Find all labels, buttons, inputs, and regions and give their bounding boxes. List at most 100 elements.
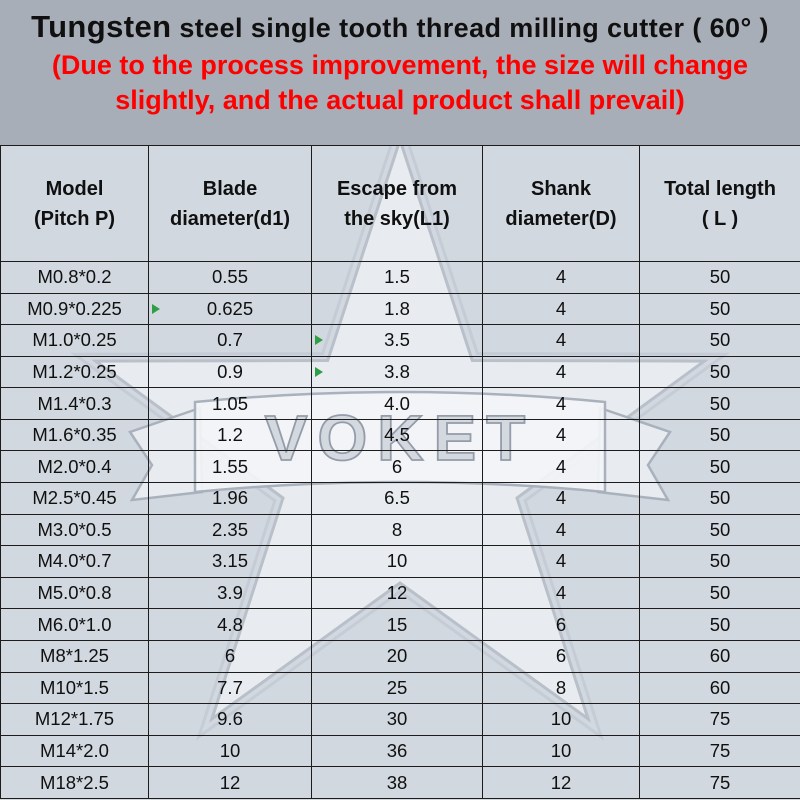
table-cell: 1.2	[148, 418, 312, 452]
table-cell: M3.0*0.5	[0, 513, 149, 547]
table-cell: 50	[639, 482, 800, 515]
title-rest: steel single tooth thread milling cutter…	[179, 13, 769, 43]
table-cell: 4	[482, 545, 640, 578]
table-row: M1.4*0.3 1.05 4.0 4 50	[0, 387, 800, 420]
table-cell: 4	[482, 482, 640, 515]
table-cell: 4	[482, 292, 640, 326]
table-cell: M4.0*0.7	[0, 545, 149, 578]
table-cell: 50	[639, 513, 800, 547]
table-cell: 60	[639, 671, 800, 705]
table-cell: 1.5	[311, 261, 483, 294]
table-row: M18*2.5 12 38 12 75	[0, 766, 800, 799]
column-header-line: Escape from	[336, 177, 458, 200]
table-cell: 75	[639, 734, 800, 768]
table-cell: M1.4*0.3	[0, 387, 149, 420]
table-cell: 6	[482, 639, 640, 673]
table-cell: 12	[148, 766, 312, 799]
table-cell: 4	[482, 324, 640, 357]
table-row: M1.2*0.25 0.9 3.8 4 50	[0, 355, 800, 389]
table-cell: 75	[639, 703, 800, 736]
table-cell: 60	[639, 639, 800, 673]
table-cell: 50	[639, 261, 800, 294]
table-cell: 50	[639, 450, 800, 484]
table-cell: 36	[311, 734, 483, 768]
table-cell: 10	[311, 545, 483, 578]
table-cell: 4.5	[311, 418, 483, 452]
table-row: M14*2.0 10 36 10 75	[0, 734, 800, 768]
table-cell: M2.5*0.45	[0, 482, 149, 515]
disclaimer-line-1: (Due to the process improvement, the siz…	[51, 50, 749, 80]
table-cell: 1.96	[148, 482, 312, 515]
table-row: M3.0*0.5 2.35 8 4 50	[0, 513, 800, 547]
table-cell: 10	[482, 703, 640, 736]
table-row: M4.0*0.7 3.15 10 4 50	[0, 545, 800, 578]
table-cell: M1.2*0.25	[0, 355, 149, 389]
table-row: M2.5*0.45 1.96 6.5 4 50	[0, 482, 800, 515]
column-header-line: Model	[45, 177, 104, 200]
table-cell: 50	[639, 608, 800, 641]
table-cell: 1.05	[148, 387, 312, 420]
disclaimer-text: (Due to the process improvement, the siz…	[0, 48, 800, 118]
table-cell: 50	[639, 576, 800, 610]
table-cell: M0.8*0.2	[0, 261, 149, 294]
table-row: M1.0*0.25 0.7 3.5 4 50	[0, 324, 800, 357]
column-header-line: the sky(L1)	[344, 207, 450, 230]
table-cell: 12	[311, 576, 483, 610]
table-cell: 4.0	[311, 387, 483, 420]
column-header-line: diameter(D)	[505, 207, 617, 230]
column-header-blade-diameter: Blade diameter(d1)	[148, 145, 312, 262]
table-cell: 6	[311, 450, 483, 484]
table-cell: 4	[482, 513, 640, 547]
table-cell: 30	[311, 703, 483, 736]
table-cell: 50	[639, 545, 800, 578]
table-cell: 38	[311, 766, 483, 799]
table-row: M10*1.5 7.7 25 8 60	[0, 671, 800, 705]
table-cell: 4	[482, 450, 640, 484]
table-row: M1.6*0.35 1.2 4.5 4 50	[0, 418, 800, 452]
table-cell: M0.9*0.225	[0, 292, 149, 326]
table-cell: 50	[639, 355, 800, 389]
column-header-model: Model (Pitch P)	[0, 145, 149, 262]
table-cell: M18*2.5	[0, 766, 149, 799]
spec-table: Model (Pitch P) Blade diameter(d1) Escap…	[0, 145, 800, 799]
table-cell: 8	[482, 671, 640, 705]
column-header-line: diameter(d1)	[169, 207, 291, 230]
table-cell: M1.0*0.25	[0, 324, 149, 357]
column-header-line: Total length	[664, 177, 776, 200]
table-row: M6.0*1.0 4.8 15 6 50	[0, 608, 800, 641]
table-cell: 75	[639, 766, 800, 799]
table-row: M5.0*0.8 3.9 12 4 50	[0, 576, 800, 610]
table-cell: 10	[482, 734, 640, 768]
title-brand-word: Tungsten	[31, 9, 172, 44]
table-cell: 3.15	[148, 545, 312, 578]
table-cell: 4	[482, 418, 640, 452]
table-cell: 4	[482, 576, 640, 610]
table-row: M0.9*0.225 0.625 1.8 4 50	[0, 292, 800, 326]
table-cell-green-marker: 0.625	[148, 292, 312, 326]
column-header-line: (Pitch P)	[33, 207, 116, 230]
table-cell: M2.0*0.4	[0, 450, 149, 484]
table-row: M12*1.75 9.6 30 10 75	[0, 703, 800, 736]
table-cell: 25	[311, 671, 483, 705]
table-cell: M8*1.25	[0, 639, 149, 673]
table-cell-green-marker: 3.8	[311, 355, 483, 389]
table-cell-green-marker: 3.5	[311, 324, 483, 357]
table-cell: 2.35	[148, 513, 312, 547]
table-cell: 50	[639, 387, 800, 420]
table-cell: M10*1.5	[0, 671, 149, 705]
table-cell: 6	[148, 639, 312, 673]
column-header-total-length: Total length ( L )	[639, 145, 800, 262]
table-cell: 7.7	[148, 671, 312, 705]
page-title: Tungsten steel single tooth thread milli…	[0, 9, 800, 45]
table-cell: M14*2.0	[0, 734, 149, 768]
table-cell: 1.8	[311, 292, 483, 326]
table-cell: 9.6	[148, 703, 312, 736]
table-row: M0.8*0.2 0.55 1.5 4 50	[0, 261, 800, 294]
column-header-line: Blade	[202, 177, 258, 200]
header-row: Model (Pitch P) Blade diameter(d1) Escap…	[0, 145, 800, 262]
table-cell: 4	[482, 261, 640, 294]
table-cell: 20	[311, 639, 483, 673]
spec-table-section: Model (Pitch P) Blade diameter(d1) Escap…	[0, 145, 800, 799]
table-cell: 0.7	[148, 324, 312, 357]
